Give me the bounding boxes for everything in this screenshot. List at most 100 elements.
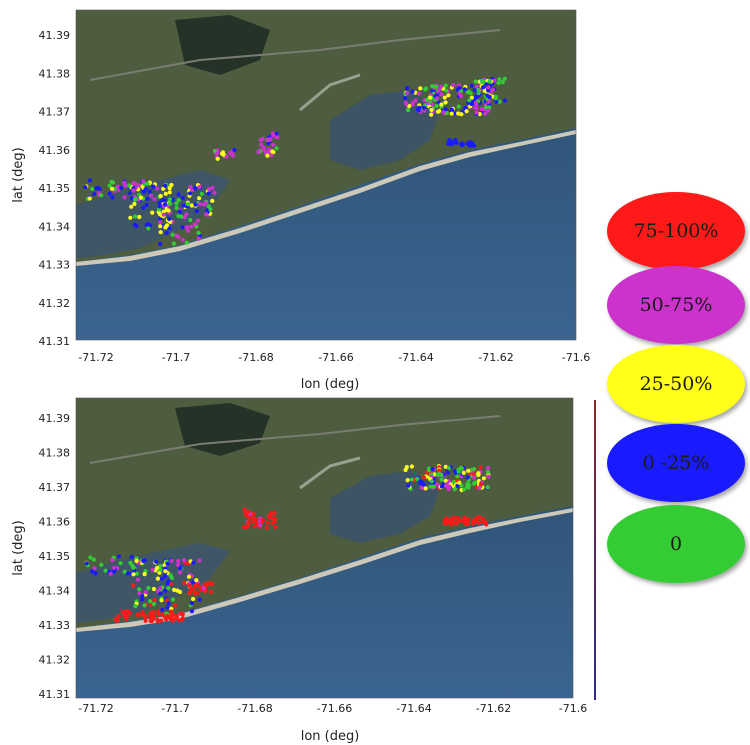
damage-dot	[99, 193, 104, 198]
damage-dot	[116, 554, 122, 559]
damage-dot	[168, 616, 173, 622]
damage-dot	[145, 181, 150, 186]
damage-dot	[156, 612, 161, 617]
damage-dot	[148, 599, 153, 604]
damage-dot	[92, 566, 97, 571]
damage-dot	[181, 203, 186, 208]
damage-dot	[456, 111, 461, 116]
damage-dot	[429, 107, 434, 112]
damage-dot	[466, 89, 472, 94]
damage-dot	[143, 618, 148, 623]
damage-dot	[167, 226, 172, 231]
damage-dot	[150, 567, 155, 572]
legend-item-50-75: 50-75%	[607, 266, 745, 344]
damage-dot	[201, 586, 207, 591]
damage-dot	[215, 156, 220, 161]
y-tick-label: 41.38	[39, 67, 71, 80]
damage-dot	[446, 141, 451, 146]
y-tick-label: 41.39	[39, 412, 71, 425]
damage-dot	[141, 558, 146, 563]
damage-dot	[147, 189, 152, 194]
damage-dot	[167, 186, 172, 191]
damage-dot	[122, 569, 127, 574]
damage-dot	[449, 107, 455, 112]
damage-dot	[131, 181, 136, 186]
damage-dot	[151, 610, 156, 615]
damage-dot	[143, 614, 149, 619]
damage-dot	[466, 468, 471, 473]
damage-dot	[194, 209, 199, 214]
damage-dot	[410, 102, 415, 107]
damage-dot	[462, 87, 467, 92]
damage-dot	[425, 97, 430, 102]
damage-dot	[138, 195, 144, 200]
damage-dot	[242, 524, 247, 529]
damage-dot	[487, 79, 492, 84]
damage-dot	[454, 520, 459, 525]
damage-dot	[457, 518, 462, 523]
damage-dot	[152, 597, 157, 602]
legend-label: 0	[669, 533, 683, 555]
damage-dot	[437, 472, 442, 477]
damage-dot	[170, 597, 175, 602]
damage-dot	[189, 224, 194, 229]
damage-dot	[471, 518, 476, 524]
damage-dot	[451, 83, 456, 88]
damage-dot	[473, 79, 478, 84]
damage-dot	[206, 186, 212, 192]
legend-item-0: 0	[607, 505, 745, 583]
damage-dot	[478, 465, 483, 470]
damage-dot	[441, 110, 446, 115]
damage-dot	[184, 225, 189, 230]
damage-dot	[169, 610, 174, 616]
damage-dot	[214, 151, 219, 157]
y-tick-label: 41.33	[39, 619, 71, 632]
damage-dot	[456, 469, 461, 474]
damage-dot	[271, 133, 276, 138]
damage-dot	[416, 108, 421, 113]
damage-dot	[186, 574, 192, 579]
damage-dot	[430, 102, 435, 107]
damage-dot	[271, 142, 276, 147]
damage-dot	[169, 558, 174, 564]
damage-dot	[409, 464, 414, 469]
damage-dot	[192, 222, 197, 227]
damage-dot	[177, 570, 183, 575]
damage-dot	[423, 86, 428, 91]
damage-dot	[109, 186, 115, 191]
damage-dot	[206, 581, 211, 586]
damage-dot	[242, 507, 247, 512]
damage-dot	[173, 603, 178, 608]
damage-dot	[128, 215, 133, 220]
damage-dot	[166, 586, 171, 591]
damage-dot	[135, 577, 141, 582]
damage-dot	[442, 95, 447, 100]
damage-dot	[142, 603, 147, 608]
y-tick-label: 41.39	[39, 29, 71, 42]
dot-layer-top	[83, 76, 507, 246]
damage-dot	[189, 587, 194, 592]
damage-dot	[111, 565, 117, 570]
damage-dot	[497, 99, 502, 104]
damage-dot	[163, 202, 168, 207]
damage-dot	[110, 195, 115, 200]
damage-dot	[272, 519, 277, 524]
damage-dot	[479, 78, 484, 84]
damage-dot	[163, 183, 168, 188]
damage-dot	[160, 612, 165, 617]
damage-dot	[90, 569, 95, 574]
damage-dot	[453, 137, 458, 143]
damage-dot	[270, 149, 275, 154]
damage-dot	[164, 223, 170, 228]
damage-dot	[141, 189, 146, 194]
y-axis-label-top: lat (deg)	[11, 147, 26, 202]
damage-dot	[137, 214, 142, 220]
damage-dot	[152, 197, 157, 202]
damage-dot	[212, 190, 217, 195]
damage-dot	[272, 510, 277, 515]
damage-dot	[258, 523, 263, 528]
damage-dot	[91, 557, 96, 562]
damage-dot	[148, 615, 153, 620]
damage-dot	[180, 616, 185, 621]
damage-dot	[180, 237, 185, 242]
